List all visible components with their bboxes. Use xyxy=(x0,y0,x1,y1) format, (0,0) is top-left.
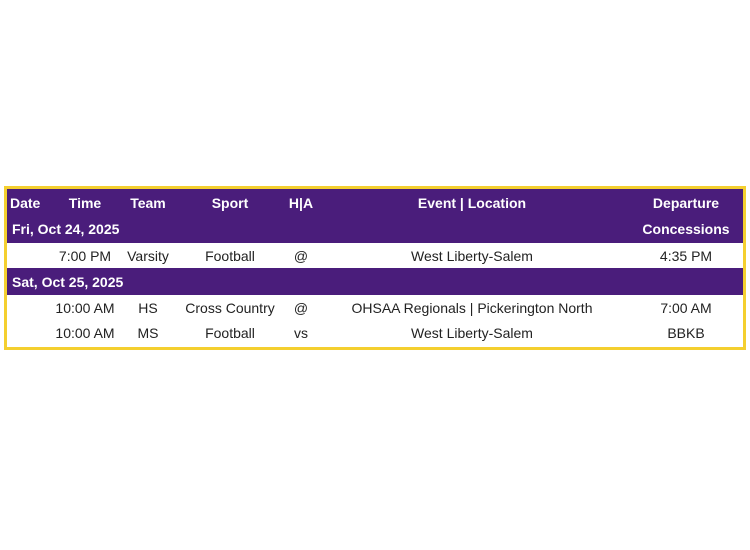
departure: BBKB xyxy=(667,325,705,341)
col-event: Event | Location xyxy=(417,195,527,211)
sport: Cross Country xyxy=(185,300,275,316)
team: MS xyxy=(137,325,159,341)
day-header-band xyxy=(7,268,743,295)
col-date: Date xyxy=(10,195,41,211)
sport: Football xyxy=(205,248,255,264)
event: West Liberty-Salem xyxy=(411,325,533,341)
schedule-table: Date Time Team Sport H|A Event | Locatio… xyxy=(4,186,746,350)
team: HS xyxy=(138,300,158,316)
col-departure: Departure xyxy=(652,195,720,211)
sport: Football xyxy=(205,325,255,341)
header-band xyxy=(7,189,743,243)
time: 10:00 AM xyxy=(55,300,115,316)
col-team: Team xyxy=(130,195,166,211)
departure: 4:35 PM xyxy=(659,248,713,264)
departure: 7:00 AM xyxy=(660,300,712,316)
event: OHSAA Regionals | Pickerington North xyxy=(351,300,593,316)
day-date: Fri, Oct 24, 2025 xyxy=(12,221,120,237)
col-time: Time xyxy=(68,195,102,211)
home-away: @ xyxy=(293,300,309,316)
col-sport: Sport xyxy=(211,195,249,211)
home-away: vs xyxy=(294,325,308,341)
event: West Liberty-Salem xyxy=(411,248,533,264)
day-date: Sat, Oct 25, 2025 xyxy=(12,274,124,290)
col-ha: H|A xyxy=(288,195,314,211)
col-concessions: Concessions xyxy=(642,221,730,237)
home-away: @ xyxy=(293,248,309,264)
team: Varsity xyxy=(127,248,169,264)
time: 10:00 AM xyxy=(55,325,115,341)
time: 7:00 PM xyxy=(58,248,112,264)
